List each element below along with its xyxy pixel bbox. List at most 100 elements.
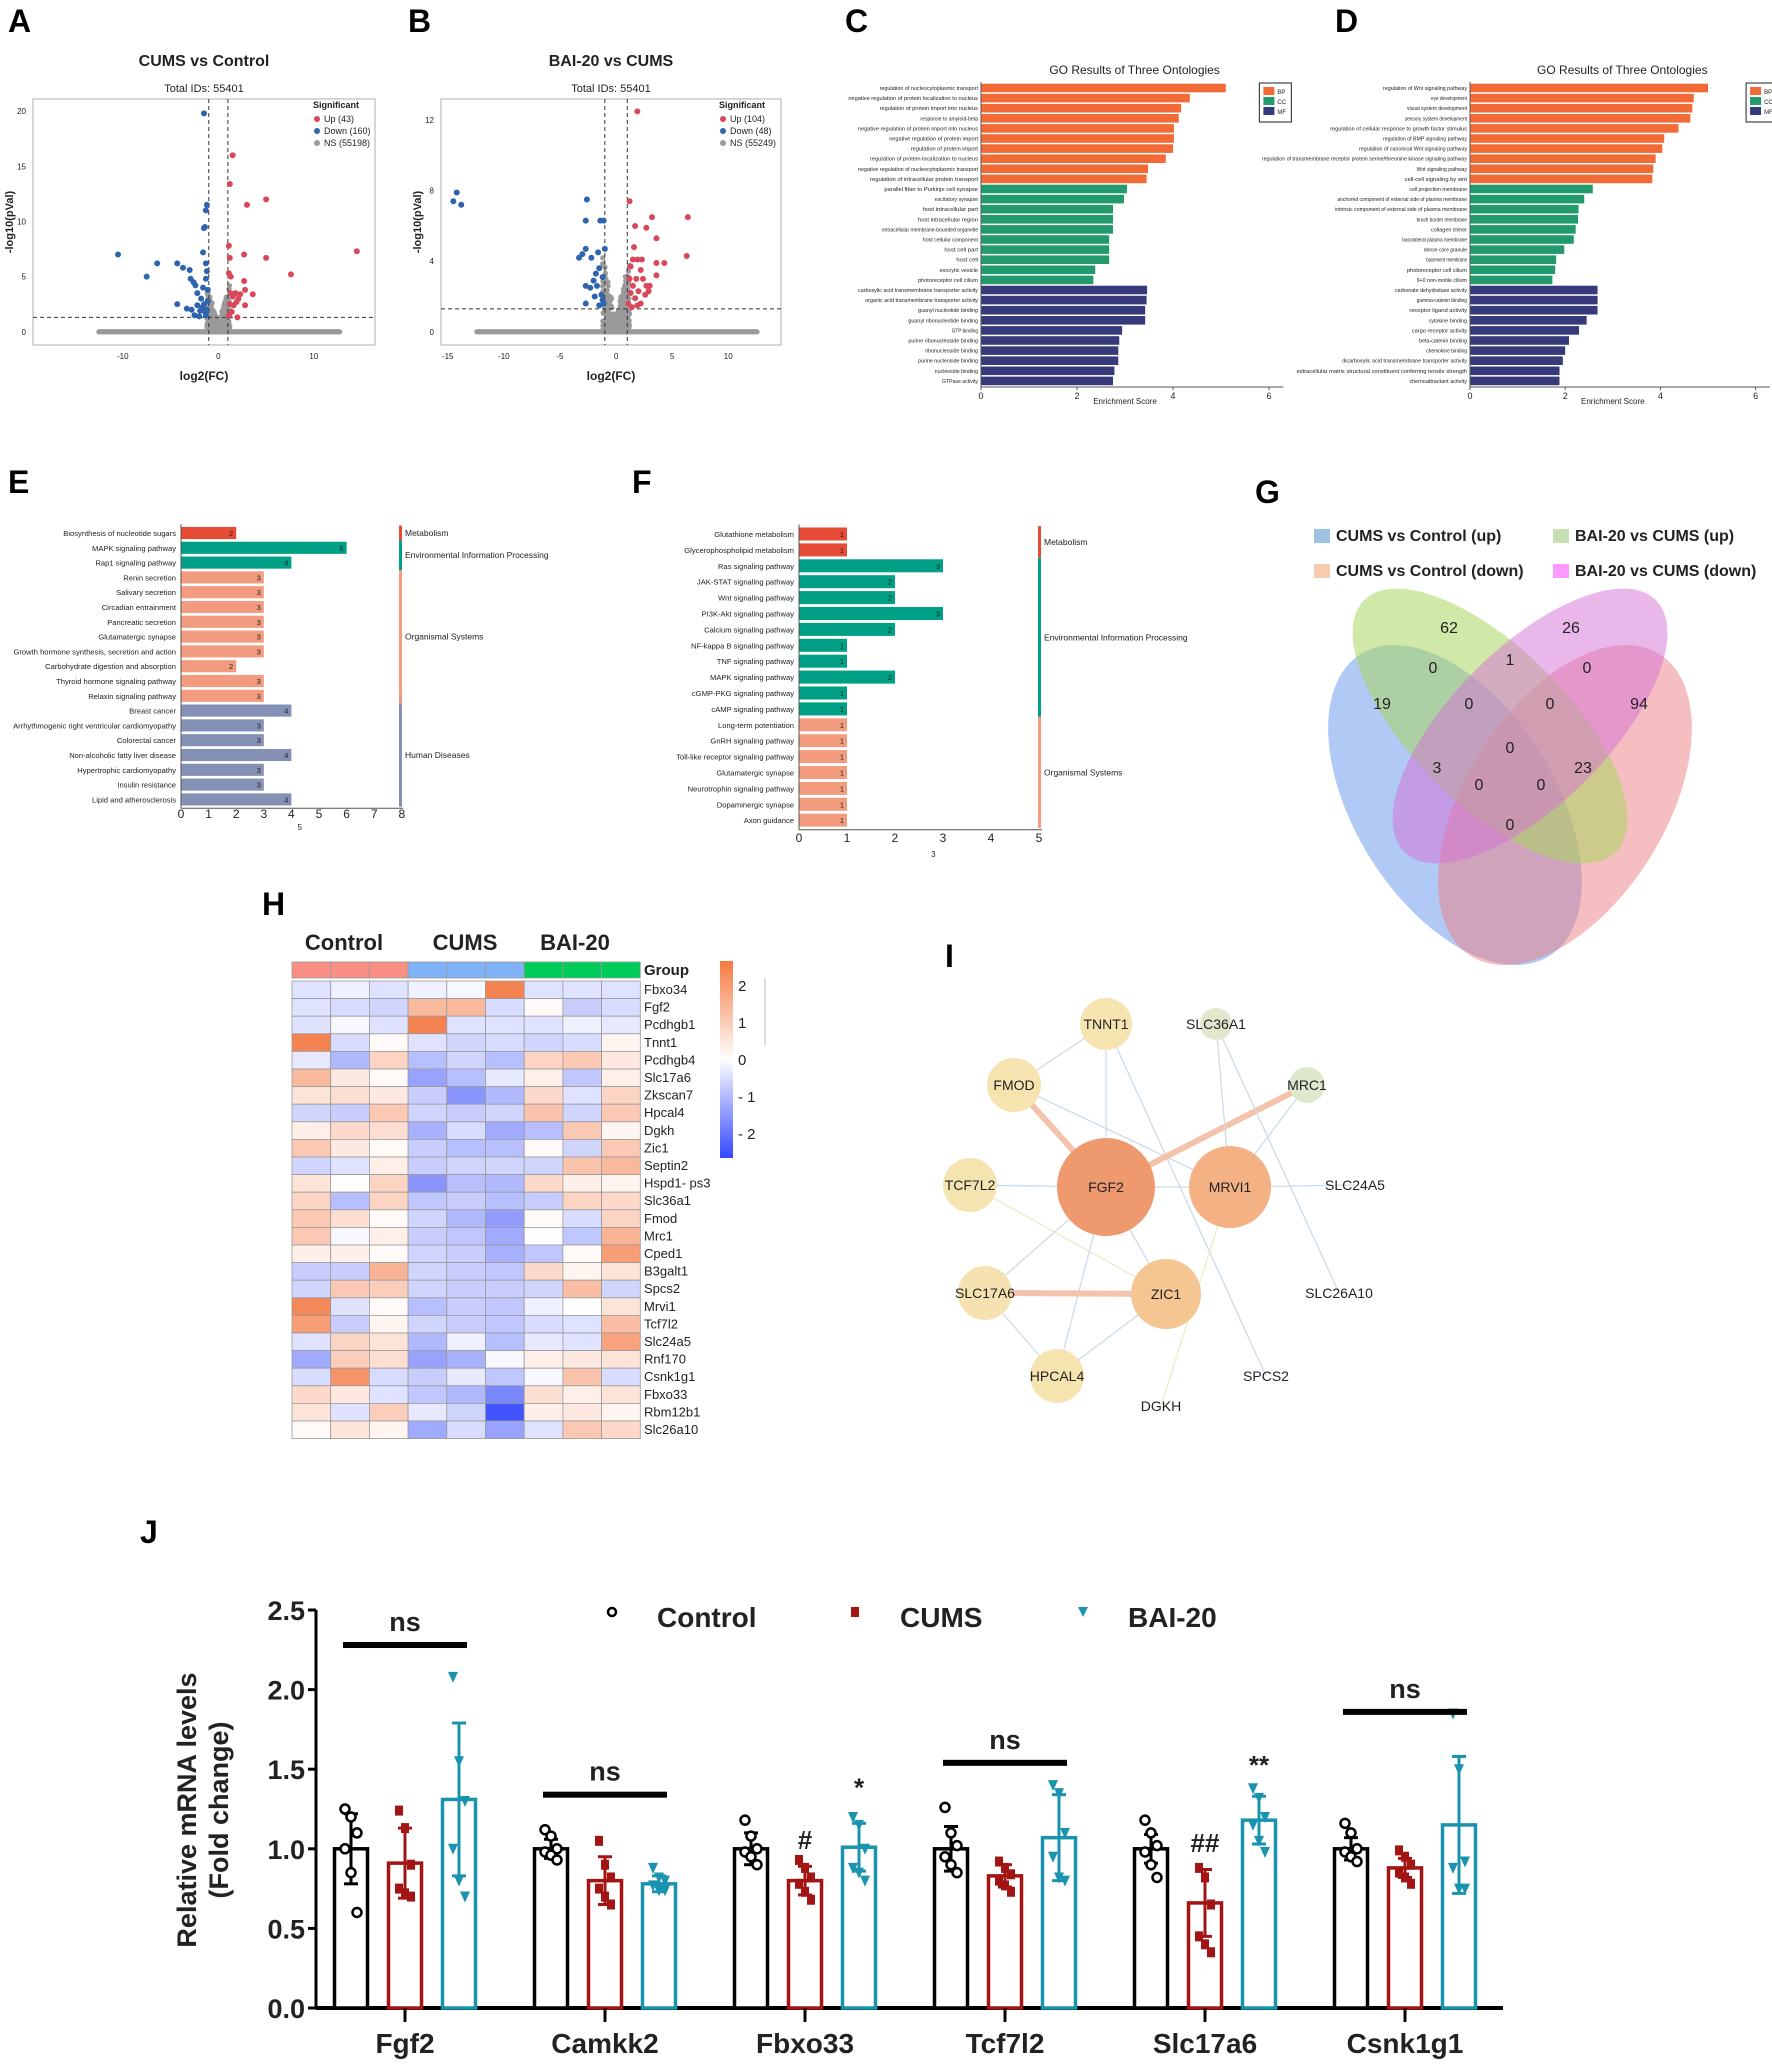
control-point [351, 1827, 363, 1839]
bai20-point [1460, 1883, 1470, 1895]
go-bar [1470, 235, 1574, 244]
control-point [1145, 1858, 1157, 1871]
up-point [626, 198, 633, 205]
ns-point [608, 296, 614, 303]
heatmap-cell [601, 1139, 641, 1158]
pathway-label: Glutamatergic synapse [716, 769, 794, 778]
pathway-label: Wnt signaling pathway [718, 594, 794, 603]
heatmap-cell [601, 1068, 641, 1088]
heatmap-cell [485, 1156, 525, 1176]
legend-label: CC [1277, 100, 1286, 106]
kegg-bar-chart-4: Biosynthesis of nucleotide sugars 2 MAPK s… [13, 524, 549, 832]
venn-region-count: 19 [1373, 696, 1391, 713]
heatmap-cell [446, 1103, 486, 1123]
bai20-point [860, 1875, 870, 1887]
bai20-point [1254, 1835, 1264, 1847]
venn-region-count: 3 [1433, 760, 1442, 777]
go-term-label: nucleoside binding [935, 369, 978, 375]
gene-row-label: Tcf7l2 [644, 1316, 678, 1331]
down-point [601, 245, 608, 252]
gene-row-label: Mrvi1 [644, 1299, 676, 1314]
go-term-label: host cellular component [923, 238, 979, 244]
legend-label: MF [1764, 110, 1772, 116]
up-point [242, 286, 249, 293]
heatmap-cell [446, 1385, 486, 1404]
venn-region-count: 26 [1562, 620, 1580, 637]
group-annotation-cell [446, 961, 486, 979]
bar-value-label: 3 [257, 781, 261, 790]
ns-comparison-bar [943, 1759, 1067, 1766]
down-point [582, 300, 589, 307]
bai20-point [1048, 1780, 1058, 1792]
heatmap-cell [407, 1403, 448, 1422]
heatmap-cell [601, 1297, 641, 1316]
pathway-label: Non-alcoholic fatty liver disease [69, 751, 176, 760]
ns-point [214, 327, 220, 333]
go-term-label: sensory system development [1405, 116, 1468, 122]
go-term-label: chemoattractant activity [1409, 379, 1467, 385]
heatmap-cell [485, 998, 525, 1017]
up-point [226, 254, 233, 261]
network-node [1189, 1146, 1271, 1228]
go-term-label: host intracellular part [923, 207, 979, 213]
heatmap-cell [407, 1139, 448, 1158]
heatmap-cell [523, 1156, 564, 1176]
pathway-bar [799, 718, 847, 732]
go-bar [981, 93, 1190, 103]
heatmap-cell [562, 1209, 603, 1228]
heatmap-cell [330, 1315, 370, 1334]
control-point [1345, 1827, 1357, 1839]
heatmap-cell [368, 1262, 409, 1281]
pathway-bar [799, 622, 895, 636]
go-term-label: cell projection membrane [1409, 187, 1467, 193]
heatmap-cell [368, 1086, 409, 1105]
y-tick-label: 0.5 [267, 1914, 305, 1944]
cums-point [795, 1878, 803, 1889]
pathway-bar [799, 575, 895, 589]
legend-label: CC [1764, 100, 1772, 106]
mean-bar [786, 1878, 824, 2010]
venn-legend-label: BAI-20 vs CUMS (up) [1575, 528, 1734, 545]
cums-point [407, 1891, 415, 1902]
heatmap-cell [291, 1227, 332, 1246]
cums-point [1395, 1867, 1403, 1878]
gene-row-label: Hpcal4 [644, 1105, 684, 1120]
go-term-label: purine nucleoside binding [918, 359, 978, 365]
gene-row-label: Dgkh [644, 1123, 674, 1138]
up-point [243, 201, 250, 208]
pathway-label: Carbohydrate digestion and absorption [45, 662, 176, 671]
go-term-label: regulation of protein import into nucleu… [880, 106, 978, 112]
go-term-label: regulation of nucleocytoplasmic transpor… [880, 86, 979, 92]
y-axis-label: -log10(pVal) [412, 190, 424, 253]
bar-value-label: 1 [840, 705, 844, 714]
cums-point [1201, 1872, 1209, 1883]
gene-label: Fgf2 [375, 2028, 434, 2059]
go-bar [1470, 103, 1693, 113]
control-point [945, 1827, 957, 1839]
go-bar [1470, 83, 1708, 93]
panel-label-h: H [262, 886, 285, 922]
x-tick-label: -5 [556, 352, 564, 361]
heatmap-cell [407, 1033, 448, 1052]
venn-legend-swatch [1314, 564, 1330, 578]
heatmap-cell [485, 1332, 525, 1352]
heatmap-cell [446, 1139, 486, 1158]
chart-title: GO Results of Three Ontologies [1049, 63, 1220, 77]
panel-label-j: J [140, 1514, 158, 1550]
y-tick-label: 4 [430, 257, 435, 266]
down-point [174, 301, 181, 308]
go-term-label: receptor ligand activity [1409, 308, 1467, 314]
x-tick-label: 10 [724, 352, 733, 361]
pathway-bar [799, 702, 847, 716]
go-bar [981, 376, 1113, 386]
go-bar [1470, 326, 1580, 335]
down-point [598, 291, 605, 298]
go-bar [981, 215, 1113, 224]
go-bar [1470, 174, 1653, 184]
bai20-point [460, 1891, 470, 1903]
heatmap-cell [601, 1420, 641, 1440]
down-point [582, 217, 589, 224]
pathway-label: Axon guidance [744, 816, 794, 825]
down-point [596, 265, 603, 272]
down-point [595, 249, 602, 256]
